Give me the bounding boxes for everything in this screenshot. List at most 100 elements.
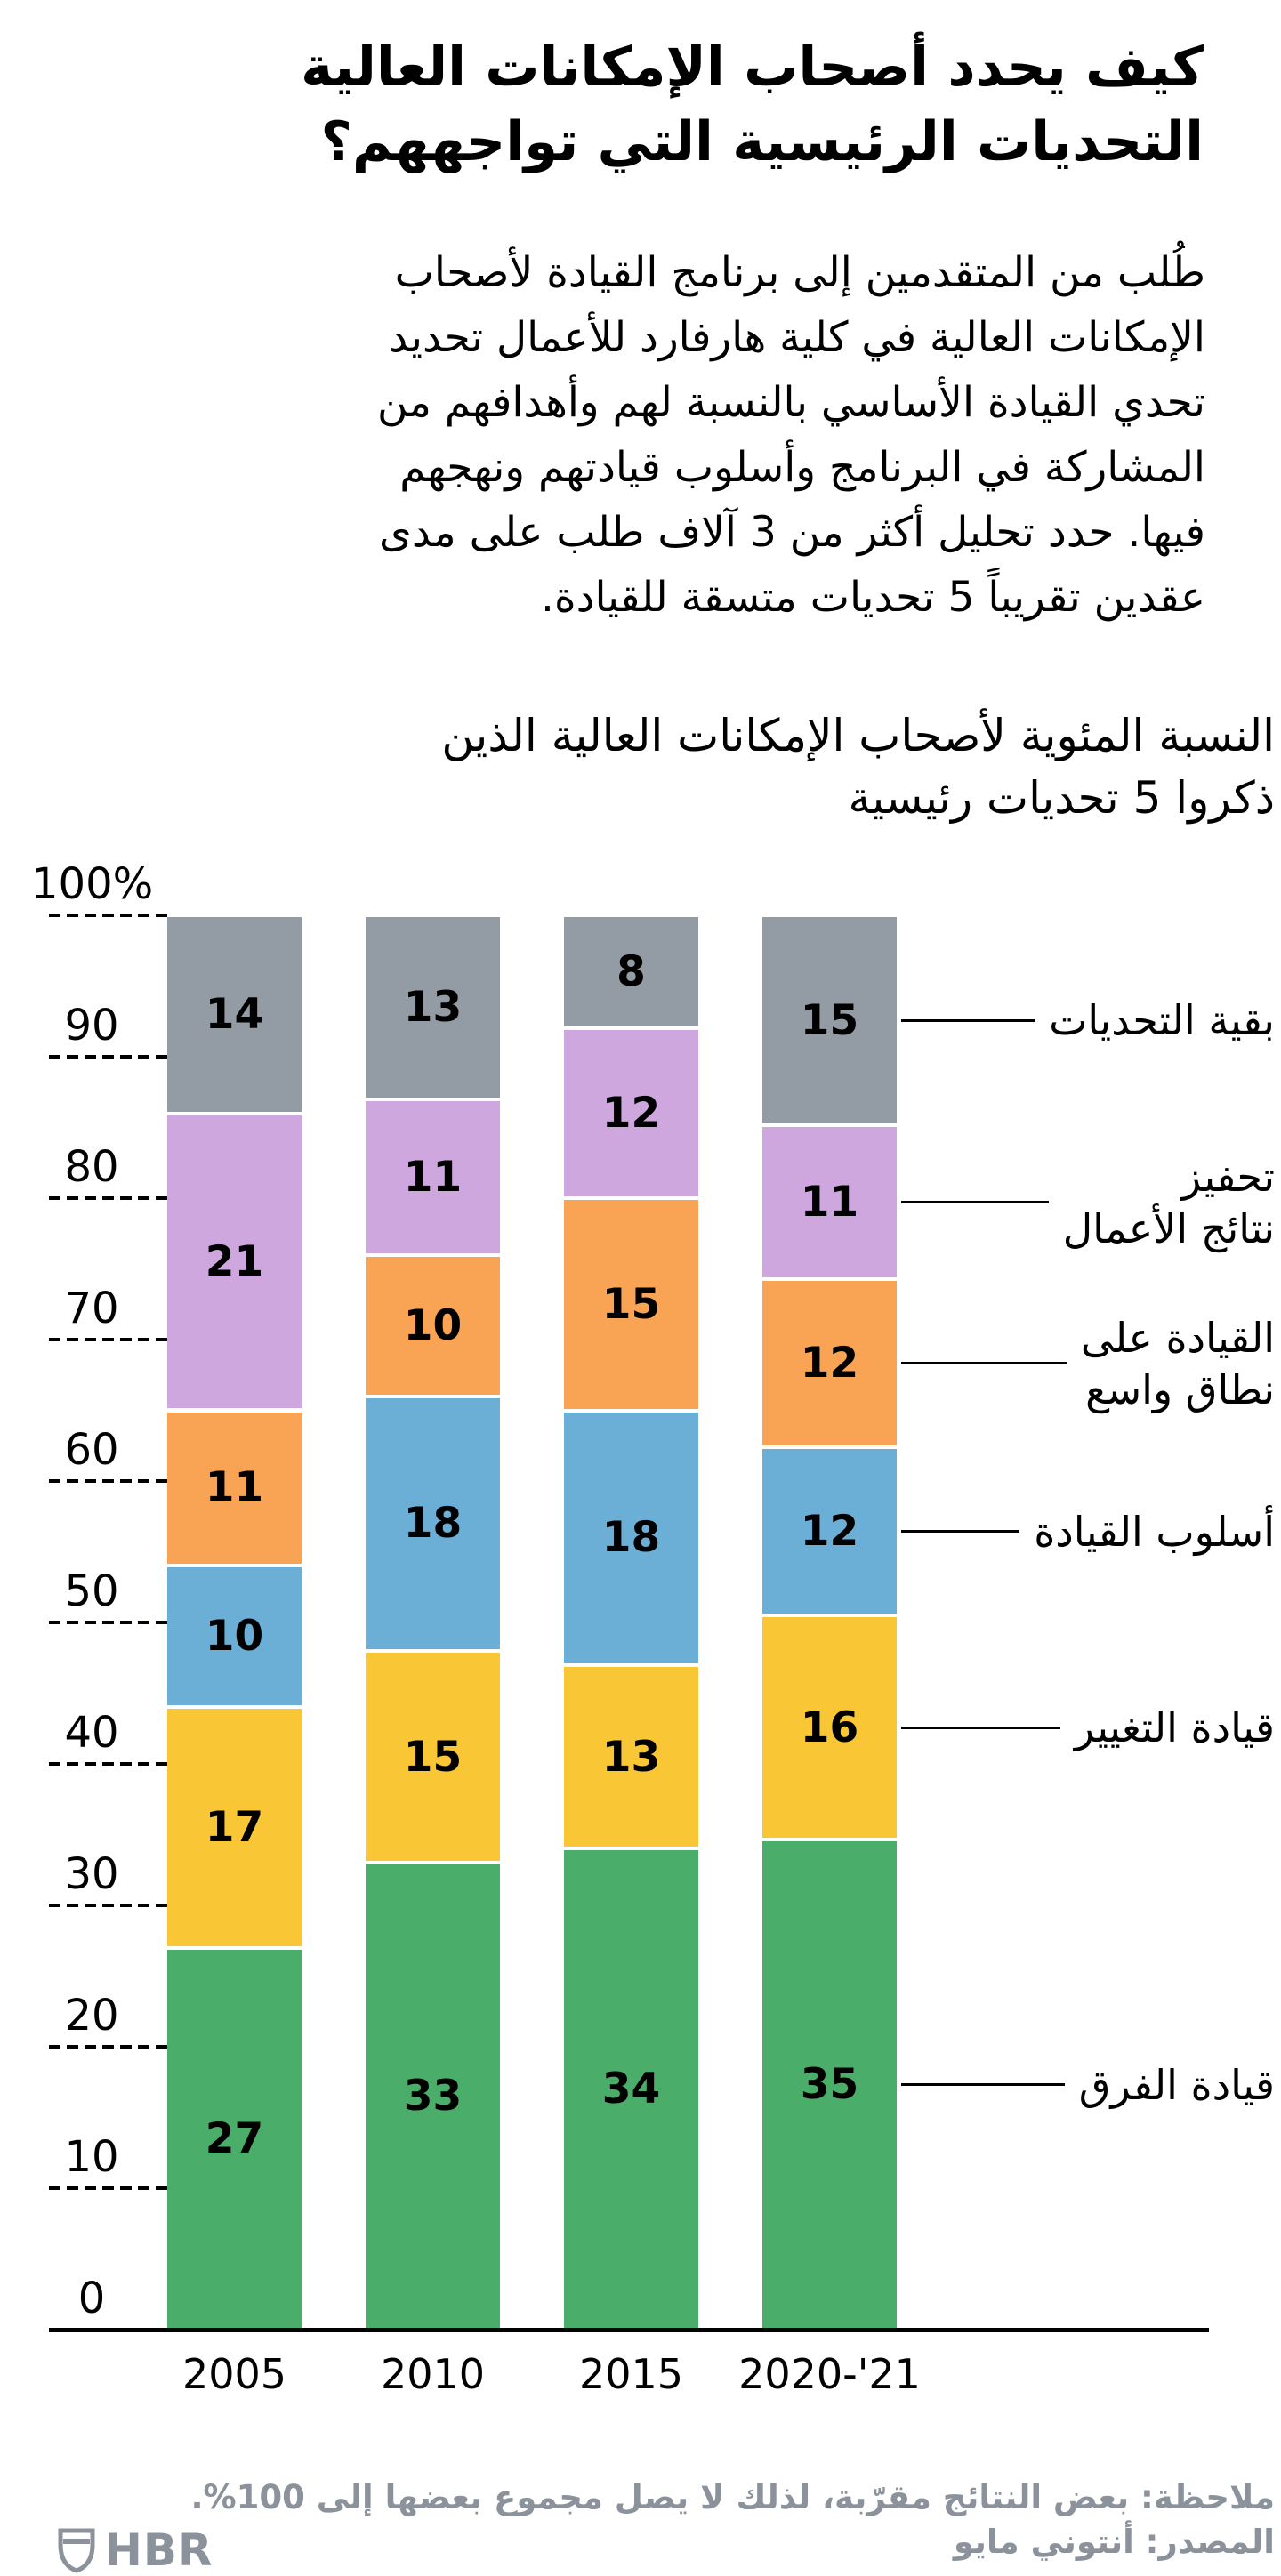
y-axis-tick-label: 70 (64, 1284, 119, 1333)
y-gridline (49, 1904, 167, 1907)
chart-title: النسبة المئوية لأصحاب الإمكانات العالية … (441, 710, 1275, 824)
y-gridline (49, 2045, 167, 2049)
segment-value-label: 17 (205, 1803, 264, 1853)
series-label: أسلوب القيادة (1034, 1507, 1275, 1556)
x-axis-category-label: 2015 (578, 2350, 684, 2398)
bar-segment: 15 (366, 1652, 500, 1862)
bar-segment: 14 (167, 917, 302, 1112)
series-label-row: قيادة التغيير (898, 1702, 1275, 1753)
y-axis-tick-label: 0 (77, 2274, 106, 2323)
bar-segment: 33 (366, 1864, 500, 2328)
segment-value-label: 15 (800, 995, 859, 1045)
bar-segment: 13 (366, 917, 500, 1098)
series-label-row: أسلوب القيادة (898, 1506, 1275, 1558)
series-label: قيادة الفرق (1078, 2060, 1275, 2109)
y-axis-tick-label: 10 (64, 2132, 119, 2182)
segment-value-label: 34 (601, 2065, 661, 2114)
bar-segment: 11 (366, 1100, 500, 1253)
segment-value-label: 10 (205, 1612, 264, 1662)
y-axis-tick-label: 80 (64, 1142, 119, 1192)
segment-value-label: 10 (403, 1300, 463, 1350)
series-label-row: بقية التحديات (898, 994, 1275, 1046)
y-gridline (49, 1338, 167, 1341)
segment-value-label: 13 (601, 1732, 661, 1782)
hbr-shield-icon (58, 2528, 95, 2573)
leader-line (901, 1201, 1049, 1204)
x-axis-line (49, 2328, 1209, 2332)
y-axis-tick-label: 40 (64, 1708, 119, 1758)
bar-segment: 13 (564, 1666, 698, 1847)
bar-segment: 35 (762, 1841, 897, 2328)
bar-segment: 21 (167, 1115, 302, 1409)
bar-segment: 27 (167, 1949, 302, 2328)
leader-line (901, 1362, 1067, 1365)
bar-segment: 18 (564, 1412, 698, 1663)
bar-segment: 12 (762, 1281, 897, 1446)
x-axis-category-label: 2005 (181, 2350, 287, 2398)
series-label: القيادة على نطاق واسع (1080, 1313, 1275, 1413)
segment-value-label: 12 (601, 1089, 661, 1139)
y-gridline (49, 1762, 167, 1766)
y-axis-tick-label: 20 (64, 1991, 119, 2041)
series-label: تحفيز نتائج الأعمال (1062, 1152, 1275, 1252)
y-axis-tick-label: 60 (64, 1425, 119, 1475)
hbr-logo: HBR (57, 2524, 213, 2576)
y-gridline (49, 1196, 167, 1200)
x-axis-category-label: 2020-'21 (738, 2350, 921, 2398)
series-label: بقية التحديات (1049, 996, 1275, 1045)
segment-value-label: 18 (601, 1513, 661, 1563)
bar-segment: 15 (762, 917, 897, 1124)
y-axis-tick-label: 50 (64, 1566, 119, 1616)
segment-value-label: 14 (205, 989, 264, 1039)
y-gridline (49, 1055, 167, 1059)
segment-value-label: 15 (601, 1279, 661, 1329)
segment-value-label: 33 (403, 2072, 463, 2121)
segment-value-label: 11 (800, 1178, 859, 1228)
segment-value-label: 21 (205, 1237, 264, 1287)
bar-segment: 8 (564, 917, 698, 1027)
source-text: المصدر: أنتوني مايو (953, 2523, 1275, 2561)
bar-segment: 17 (167, 1709, 302, 1946)
bar-segment: 11 (762, 1127, 897, 1278)
leader-line (901, 2083, 1065, 2086)
page-title: كيف يحدد أصحاب الإمكانات العالية التحديا… (301, 36, 1204, 173)
segment-value-label: 11 (403, 1152, 463, 1202)
y-gridline (49, 1479, 167, 1483)
y-gridline (49, 2186, 167, 2190)
chart-footnote: ملاحظة: بعض النتائج مقرّبة، لذلك لا يصل … (190, 2475, 1275, 2564)
leader-line (901, 1530, 1020, 1534)
y-axis-tick-label: 100% (31, 859, 154, 909)
segment-value-label: 35 (800, 2059, 859, 2109)
bar-segment: 11 (167, 1412, 302, 1565)
bar-segment: 16 (762, 1617, 897, 1838)
y-gridline (49, 1621, 167, 1624)
series-label-row: القيادة على نطاق واسع (898, 1312, 1275, 1415)
segment-value-label: 18 (403, 1499, 463, 1549)
y-gridline (49, 914, 167, 917)
y-axis-tick-label: 90 (64, 1001, 119, 1051)
bar-segment: 18 (366, 1397, 500, 1649)
segment-value-label: 12 (800, 1339, 859, 1389)
segment-value-label: 27 (205, 2113, 264, 2163)
bar-segment: 10 (366, 1256, 500, 1395)
intro-paragraph: طُلب من المتقدمين إلى برنامج القيادة لأص… (377, 248, 1205, 622)
bar-segment: 12 (762, 1449, 897, 1614)
segment-value-label: 16 (800, 1703, 859, 1752)
segment-value-label: 12 (800, 1507, 859, 1557)
hbr-logo-text: HBR (105, 2524, 214, 2576)
segment-value-label: 11 (205, 1463, 264, 1513)
series-label: قيادة التغيير (1074, 1703, 1275, 1752)
segment-value-label: 15 (403, 1732, 463, 1782)
leader-line (901, 1726, 1060, 1729)
segment-value-label: 8 (616, 947, 646, 997)
leader-line (901, 1018, 1035, 1022)
y-axis-tick-label: 30 (64, 1849, 119, 1899)
segment-value-label: 13 (403, 982, 463, 1032)
series-label-row: تحفيز نتائج الأعمال (898, 1151, 1275, 1254)
bar-segment: 10 (167, 1567, 302, 1706)
x-axis-category-label: 2010 (380, 2350, 486, 2398)
bar-segment: 15 (564, 1200, 698, 1409)
note-text: ملاحظة: بعض النتائج مقرّبة، لذلك لا يصل … (190, 2478, 1275, 2516)
bar-segment: 12 (564, 1030, 698, 1196)
